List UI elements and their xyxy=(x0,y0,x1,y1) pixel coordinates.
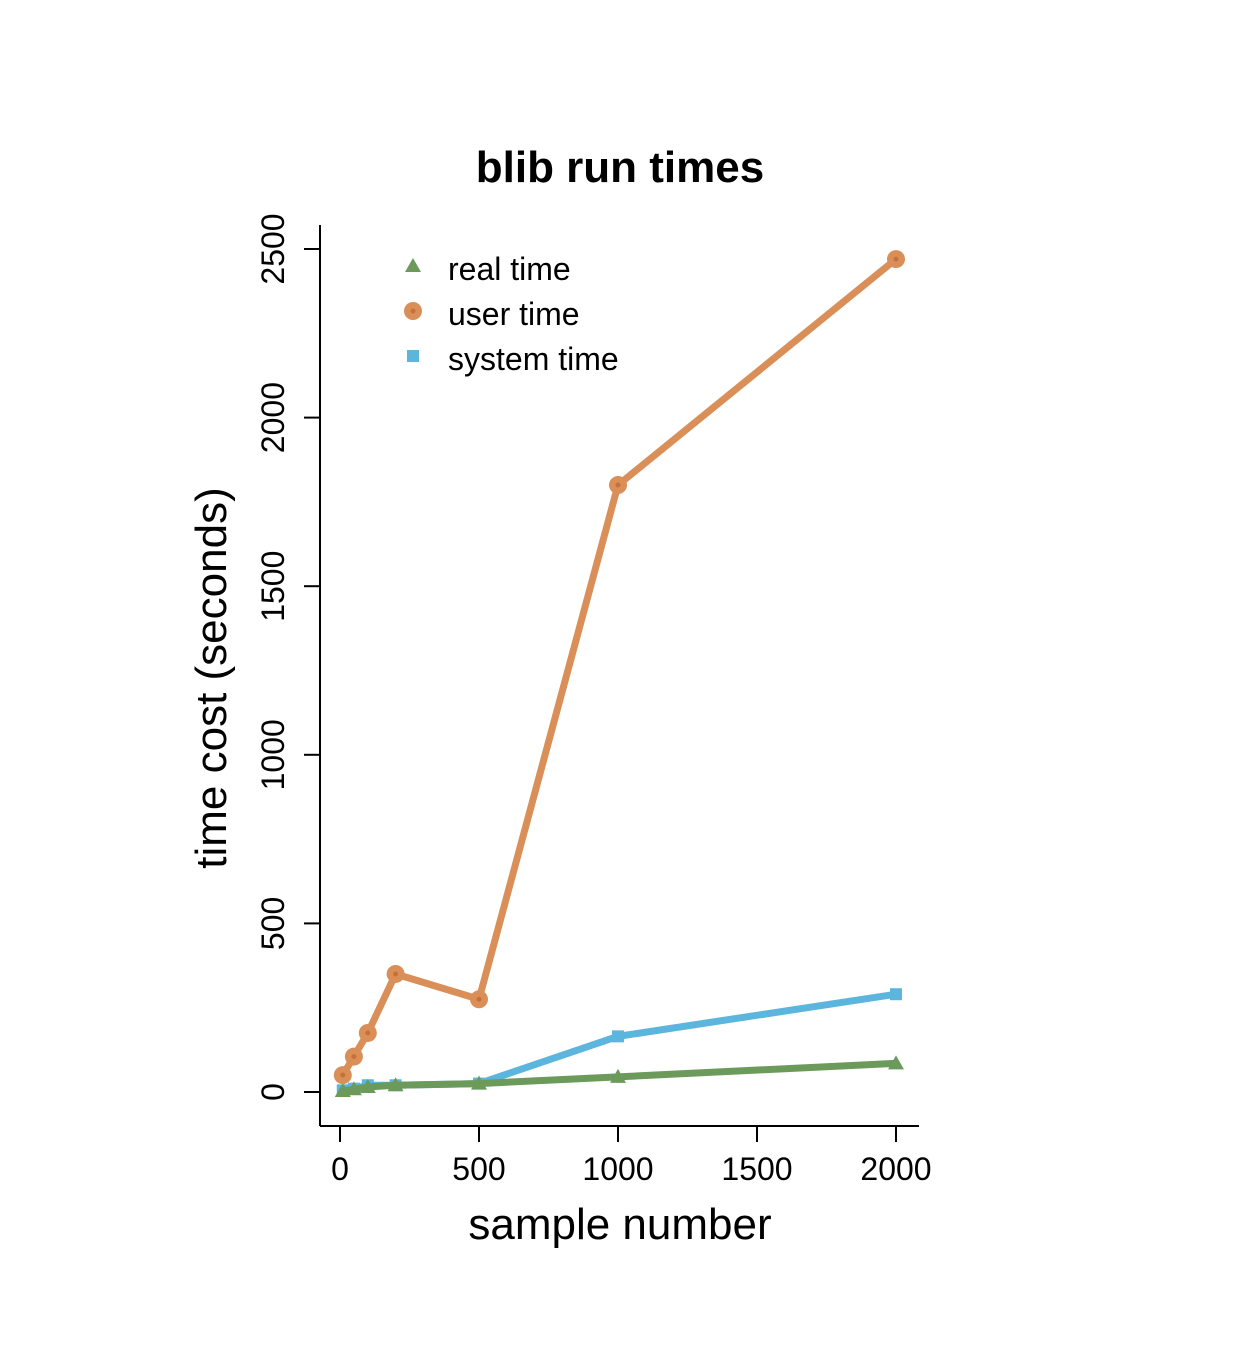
data-point xyxy=(345,1081,362,1096)
y-tick-label: 500 xyxy=(255,897,291,950)
data-point xyxy=(334,1082,351,1097)
data-point-center xyxy=(476,996,482,1002)
legend-marker-circle-center xyxy=(410,308,416,314)
data-point xyxy=(359,1078,376,1093)
x-tick-label: 1000 xyxy=(582,1151,653,1187)
y-tick-label: 0 xyxy=(255,1083,291,1101)
data-point-center xyxy=(365,1030,371,1036)
y-tick-label: 2000 xyxy=(255,382,291,453)
data-point-center xyxy=(615,482,621,488)
legend-label: real time xyxy=(448,251,571,287)
chart-title: blib run times xyxy=(476,143,764,192)
data-point xyxy=(610,1068,626,1083)
data-point-center xyxy=(893,256,899,262)
x-axis-title: sample number xyxy=(468,1200,771,1249)
series-line xyxy=(339,255,900,1079)
x-tick-label: 500 xyxy=(452,1151,505,1187)
y-axis-ticks: 0 500 1000 1500 2000 2500 xyxy=(255,213,320,1101)
y-axis-title: time cost (seconds) xyxy=(187,487,236,868)
data-point xyxy=(612,1030,624,1043)
legend: real time user time system time xyxy=(404,251,619,377)
x-axis-ticks: 0 500 1000 1500 2000 xyxy=(331,1126,932,1187)
series-layer xyxy=(333,250,905,1097)
x-tick-label: 2000 xyxy=(860,1151,931,1187)
data-point-center xyxy=(351,1054,357,1060)
data-point xyxy=(387,1077,404,1092)
y-tick-label: 1500 xyxy=(255,551,291,622)
y-tick-label: 1000 xyxy=(255,719,291,790)
data-point xyxy=(471,1075,487,1090)
legend-marker-triangle xyxy=(405,258,421,272)
legend-label: user time xyxy=(448,296,580,332)
data-point-center xyxy=(393,971,399,977)
data-point-center xyxy=(340,1072,346,1078)
legend-label: system time xyxy=(448,341,619,377)
x-tick-label: 0 xyxy=(331,1151,349,1187)
legend-marker-square xyxy=(407,350,419,362)
data-point xyxy=(888,1055,904,1070)
series-user-time xyxy=(333,250,905,1085)
data-point xyxy=(890,988,902,1001)
series-real-time xyxy=(334,1055,904,1097)
x-tick-label: 1500 xyxy=(721,1151,792,1187)
y-tick-label: 2500 xyxy=(255,213,291,284)
